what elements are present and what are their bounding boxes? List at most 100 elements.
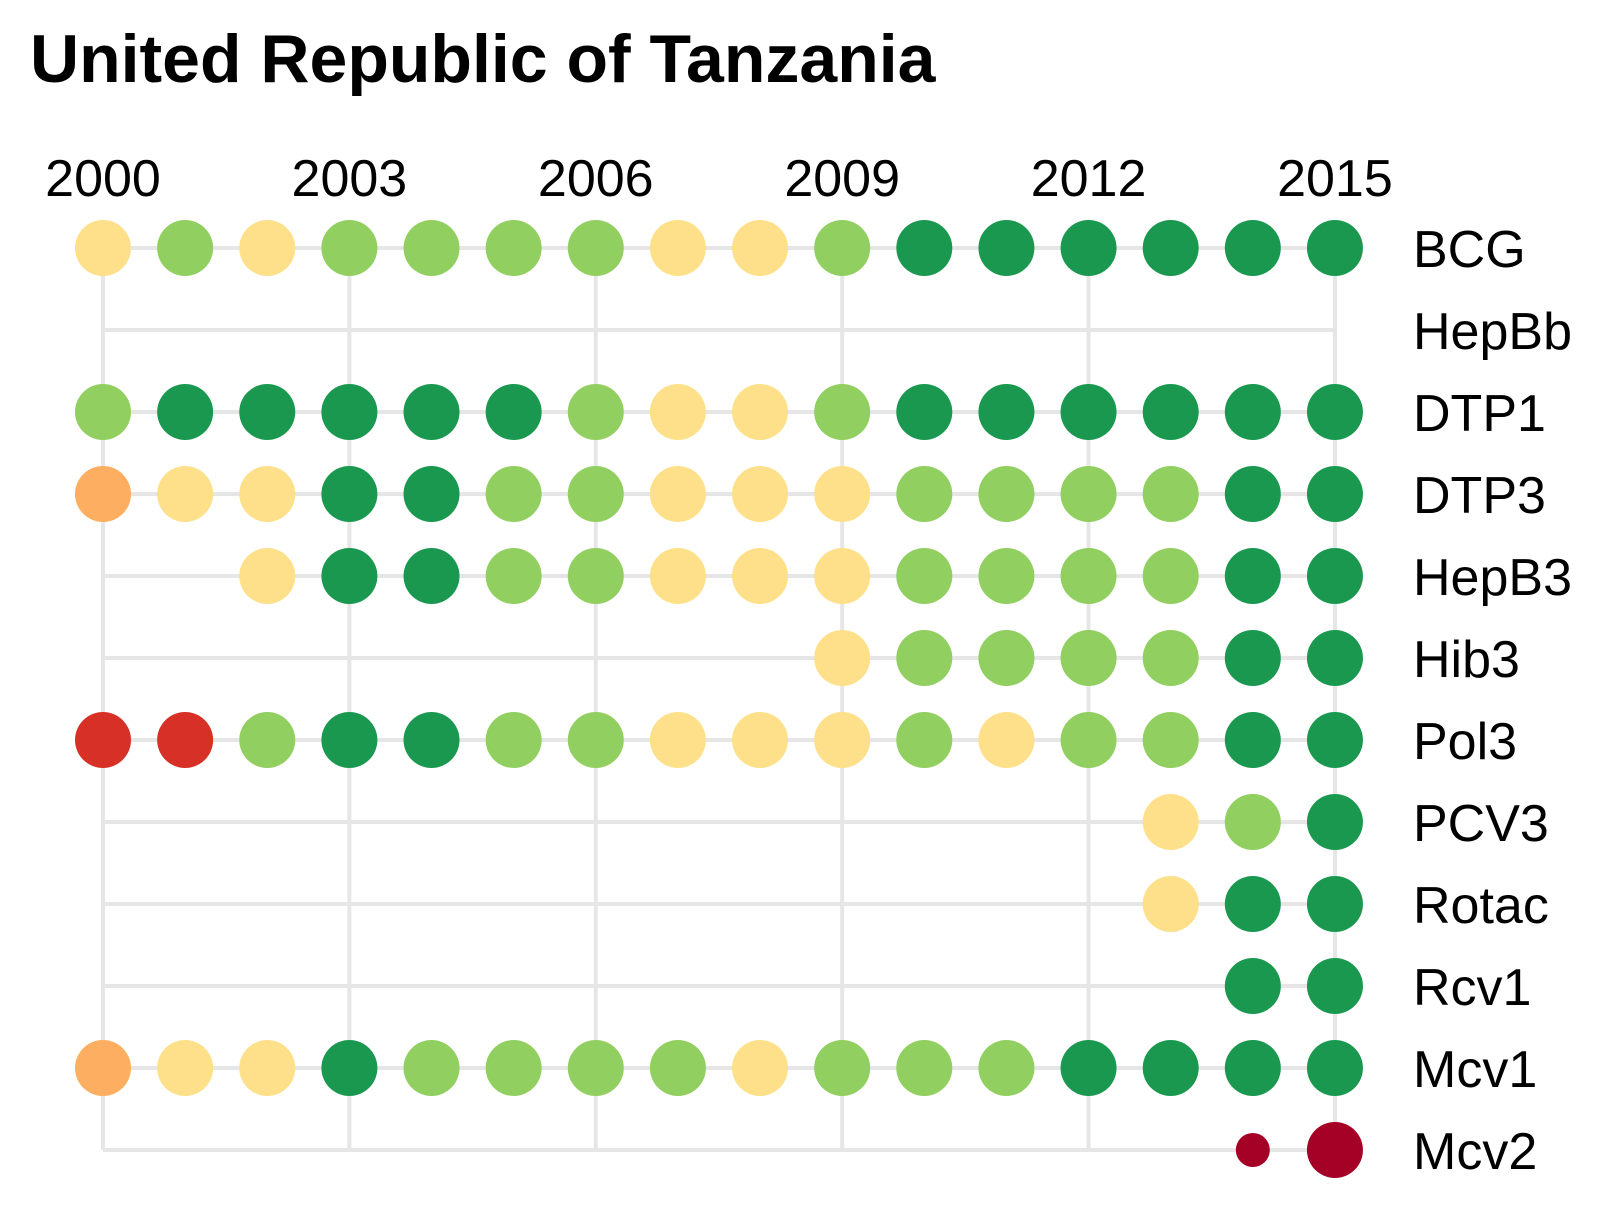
data-point — [649, 220, 706, 276]
data-point — [1060, 630, 1117, 686]
data-point — [649, 548, 706, 604]
data-point — [321, 1040, 378, 1096]
data-point — [485, 1040, 542, 1096]
data-point — [1142, 876, 1199, 932]
data-point — [1142, 220, 1199, 276]
data-point — [1224, 548, 1281, 604]
data-point — [978, 466, 1035, 522]
data-point — [1224, 1040, 1281, 1096]
data-point — [1142, 630, 1199, 686]
data-point — [814, 384, 871, 440]
data-point — [485, 712, 542, 768]
data-point — [567, 1040, 624, 1096]
data-point — [403, 220, 460, 276]
data-point — [239, 466, 296, 522]
data-point — [814, 630, 871, 686]
row-label: HepBb — [1413, 303, 1572, 361]
data-point — [567, 220, 624, 276]
row-label: Hib3 — [1413, 631, 1520, 689]
data-point — [896, 466, 953, 522]
x-tick-label: 2003 — [292, 150, 408, 208]
row-label: Rotac — [1413, 877, 1549, 935]
data-point — [1060, 548, 1117, 604]
data-point — [732, 548, 789, 604]
data-point — [321, 712, 378, 768]
data-point — [75, 384, 131, 440]
data-point — [1142, 548, 1199, 604]
data-point — [239, 384, 296, 440]
data-point — [567, 466, 624, 522]
data-point — [896, 1040, 953, 1096]
data-point — [732, 466, 789, 522]
data-point — [1306, 794, 1363, 850]
data-point — [157, 1040, 214, 1096]
data-point — [978, 548, 1035, 604]
x-tick-label: 2015 — [1277, 150, 1393, 208]
data-point — [485, 466, 542, 522]
data-point — [814, 466, 871, 522]
data-point — [1224, 958, 1281, 1014]
data-point — [896, 712, 953, 768]
chart-title: United Republic of Tanzania — [30, 21, 937, 97]
data-point — [1306, 712, 1363, 768]
data-point — [978, 1040, 1035, 1096]
row-labels: BCG HepBb DTP1 DTP3 HepB3 Hib3 Pol3 PCV3 Rotac Rc… — [1413, 221, 1572, 1181]
data-point — [649, 466, 706, 522]
data-point — [1235, 1133, 1270, 1167]
data-point — [1306, 548, 1363, 604]
data-point — [732, 1040, 789, 1096]
data-point — [567, 384, 624, 440]
data-point — [321, 220, 378, 276]
data-point — [896, 548, 953, 604]
data-point — [814, 220, 871, 276]
data-point — [896, 220, 953, 276]
data-point — [1306, 384, 1363, 440]
data-point — [1306, 1040, 1363, 1096]
data-point — [896, 384, 953, 440]
data-point — [814, 1040, 871, 1096]
data-point — [157, 466, 214, 522]
data-point — [1224, 220, 1281, 276]
data-point — [239, 1040, 296, 1096]
data-point — [567, 548, 624, 604]
row-label: Pol3 — [1413, 713, 1517, 771]
data-point — [567, 712, 624, 768]
data-point — [1306, 466, 1363, 522]
x-tick-label: 2000 — [45, 150, 161, 208]
data-point — [485, 384, 542, 440]
data-point — [403, 384, 460, 440]
data-point — [157, 384, 214, 440]
data-point — [403, 712, 460, 768]
row-label: PCV3 — [1413, 795, 1549, 853]
grid — [101, 246, 1337, 1152]
data-point — [1142, 1040, 1199, 1096]
data-point — [1224, 630, 1281, 686]
data-point — [75, 1040, 131, 1096]
data-point — [732, 712, 789, 768]
x-tick-label: 2009 — [784, 150, 900, 208]
data-point — [239, 220, 296, 276]
data-point — [321, 384, 378, 440]
data-point — [1060, 466, 1117, 522]
data-point — [1060, 712, 1117, 768]
data-point — [403, 548, 460, 604]
data-point — [649, 1040, 706, 1096]
data-point — [814, 548, 871, 604]
row-label: Mcv2 — [1413, 1123, 1537, 1181]
data-point — [1224, 876, 1281, 932]
data-point — [157, 712, 214, 768]
row-label: DTP3 — [1413, 467, 1546, 525]
data-point — [75, 220, 131, 276]
data-point — [978, 384, 1035, 440]
data-point — [896, 630, 953, 686]
row-label: Mcv1 — [1413, 1041, 1537, 1099]
data-point — [732, 384, 789, 440]
data-point — [1224, 712, 1281, 768]
row-label: BCG — [1413, 221, 1526, 279]
row-label: DTP1 — [1413, 385, 1546, 443]
data-point — [485, 548, 542, 604]
data-point — [1306, 1122, 1363, 1178]
x-tick-label: 2012 — [1031, 150, 1147, 208]
data-point — [1060, 1040, 1117, 1096]
